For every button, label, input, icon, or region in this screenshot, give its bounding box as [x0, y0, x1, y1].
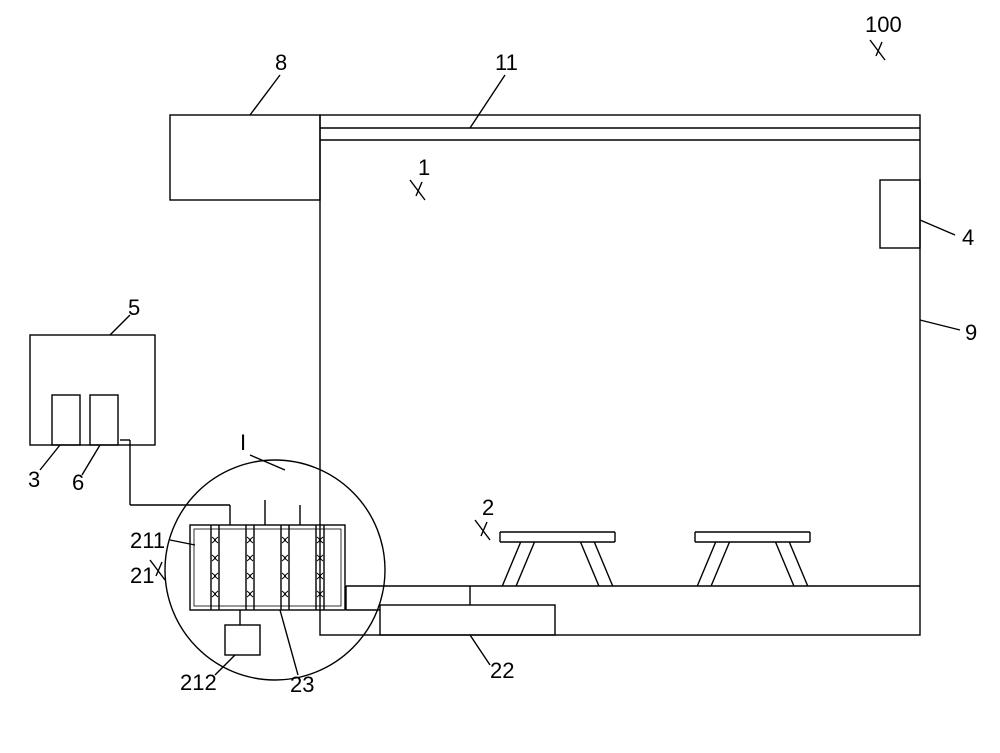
label-11: 11 — [495, 50, 518, 76]
label-22: 22 — [490, 658, 514, 684]
label-212: 212 — [180, 670, 217, 696]
label-3: 3 — [28, 467, 40, 493]
label-211: 211 — [130, 528, 165, 554]
label-6: 6 — [72, 470, 84, 496]
label-21: 21 — [130, 563, 154, 589]
label-I: I — [240, 430, 246, 456]
diagram-svg — [0, 0, 1000, 753]
label-5: 5 — [128, 295, 140, 321]
label-4: 4 — [962, 225, 974, 251]
label-23: 23 — [290, 672, 314, 698]
label-100: 100 — [865, 12, 902, 38]
diagram-stage: 1234568911212223100211212I — [0, 0, 1000, 753]
label-8: 8 — [275, 50, 287, 76]
label-1: 1 — [418, 155, 430, 181]
label-2: 2 — [482, 495, 494, 521]
label-9: 9 — [965, 320, 977, 346]
